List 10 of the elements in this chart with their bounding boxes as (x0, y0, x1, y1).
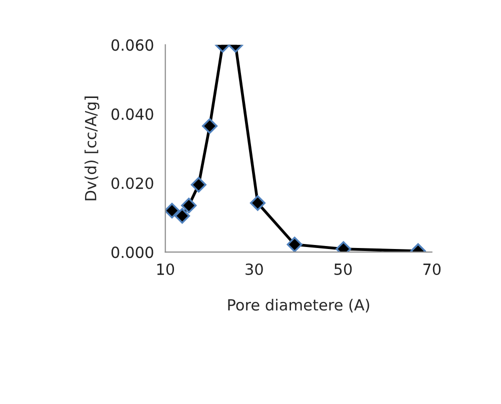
y-tick-label: 0.000 (111, 246, 154, 258)
x-tick-label: 30 (246, 263, 263, 276)
y-tick-label: 0.040 (111, 108, 154, 120)
x-tick-label: 50 (334, 263, 352, 276)
y-tick-label: 0.060 (111, 39, 154, 51)
x-axis-title: Pore diametere (A) (228, 298, 370, 312)
x-tick-label: 10 (157, 263, 174, 276)
x-tick-label: 70 (423, 263, 441, 276)
y-axis-title: Dv(d) [cc/A/g] (84, 96, 100, 200)
y-tick-label: 0.020 (111, 177, 154, 190)
